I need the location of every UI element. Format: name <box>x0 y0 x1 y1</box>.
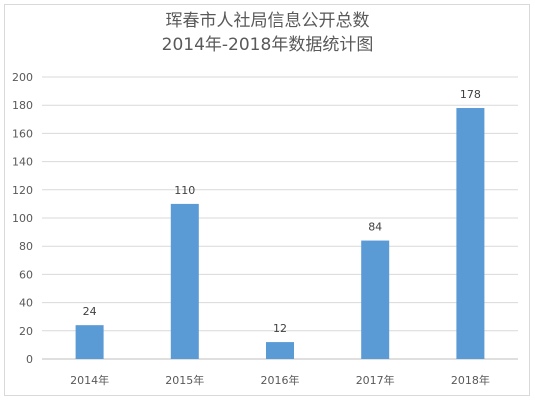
data-label: 84 <box>368 221 382 234</box>
x-tick-label: 2014年 <box>70 373 109 387</box>
y-tick-label: 20 <box>19 325 33 338</box>
chart-title-line-2: 2014年-2018年数据统计图 <box>161 35 374 55</box>
bar-2016年 <box>266 342 294 359</box>
chart-title-line-1: 珲春市人社局信息公开总数 <box>165 11 370 31</box>
y-tick-label: 120 <box>12 184 33 197</box>
data-label: 24 <box>83 305 97 318</box>
y-tick-label: 80 <box>19 240 33 253</box>
x-tick-label: 2018年 <box>451 373 490 387</box>
y-tick-label: 160 <box>12 127 33 140</box>
y-tick-label: 0 <box>26 353 33 366</box>
y-tick-label: 180 <box>12 99 33 112</box>
y-tick-label: 100 <box>12 212 33 225</box>
bar-2015年 <box>170 203 199 359</box>
y-tick-label: 60 <box>19 268 33 281</box>
x-tick-label: 2015年 <box>165 373 204 387</box>
data-label: 12 <box>273 322 287 335</box>
bar-2018年 <box>456 108 485 360</box>
x-tick-label: 2017年 <box>356 373 395 387</box>
data-label: 178 <box>460 88 481 101</box>
bar-2014年 <box>75 325 104 359</box>
y-tick-label: 140 <box>12 156 33 169</box>
y-tick-label: 40 <box>19 297 33 310</box>
x-tick-label: 2016年 <box>261 373 300 387</box>
data-label: 110 <box>174 184 195 197</box>
y-tick-label: 200 <box>12 71 33 84</box>
bar-2017年 <box>361 240 390 359</box>
